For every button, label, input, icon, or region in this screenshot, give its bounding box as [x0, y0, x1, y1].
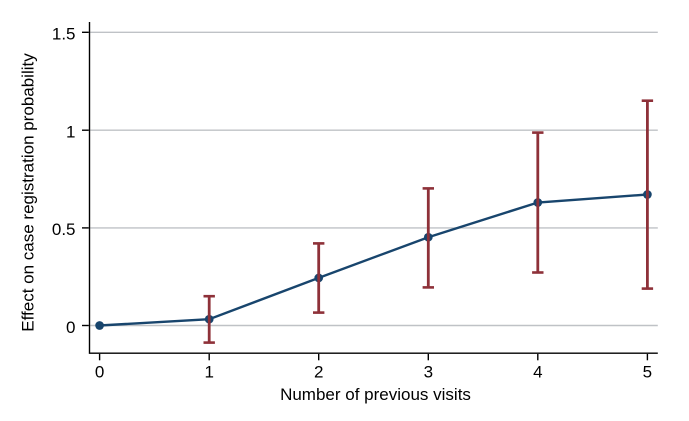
svg-text:1: 1	[66, 123, 75, 142]
svg-text:1: 1	[204, 363, 213, 382]
svg-text:0.5: 0.5	[52, 220, 76, 239]
svg-text:Effect on case registration pr: Effect on case registration probability	[19, 53, 38, 332]
svg-text:1.5: 1.5	[52, 25, 76, 44]
svg-text:3: 3	[424, 363, 433, 382]
svg-text:0: 0	[66, 318, 75, 337]
svg-text:2: 2	[314, 363, 323, 382]
svg-text:Number of previous visits: Number of previous visits	[280, 385, 471, 404]
svg-text:5: 5	[643, 363, 652, 382]
svg-text:4: 4	[533, 363, 542, 382]
svg-text:0: 0	[95, 363, 104, 382]
